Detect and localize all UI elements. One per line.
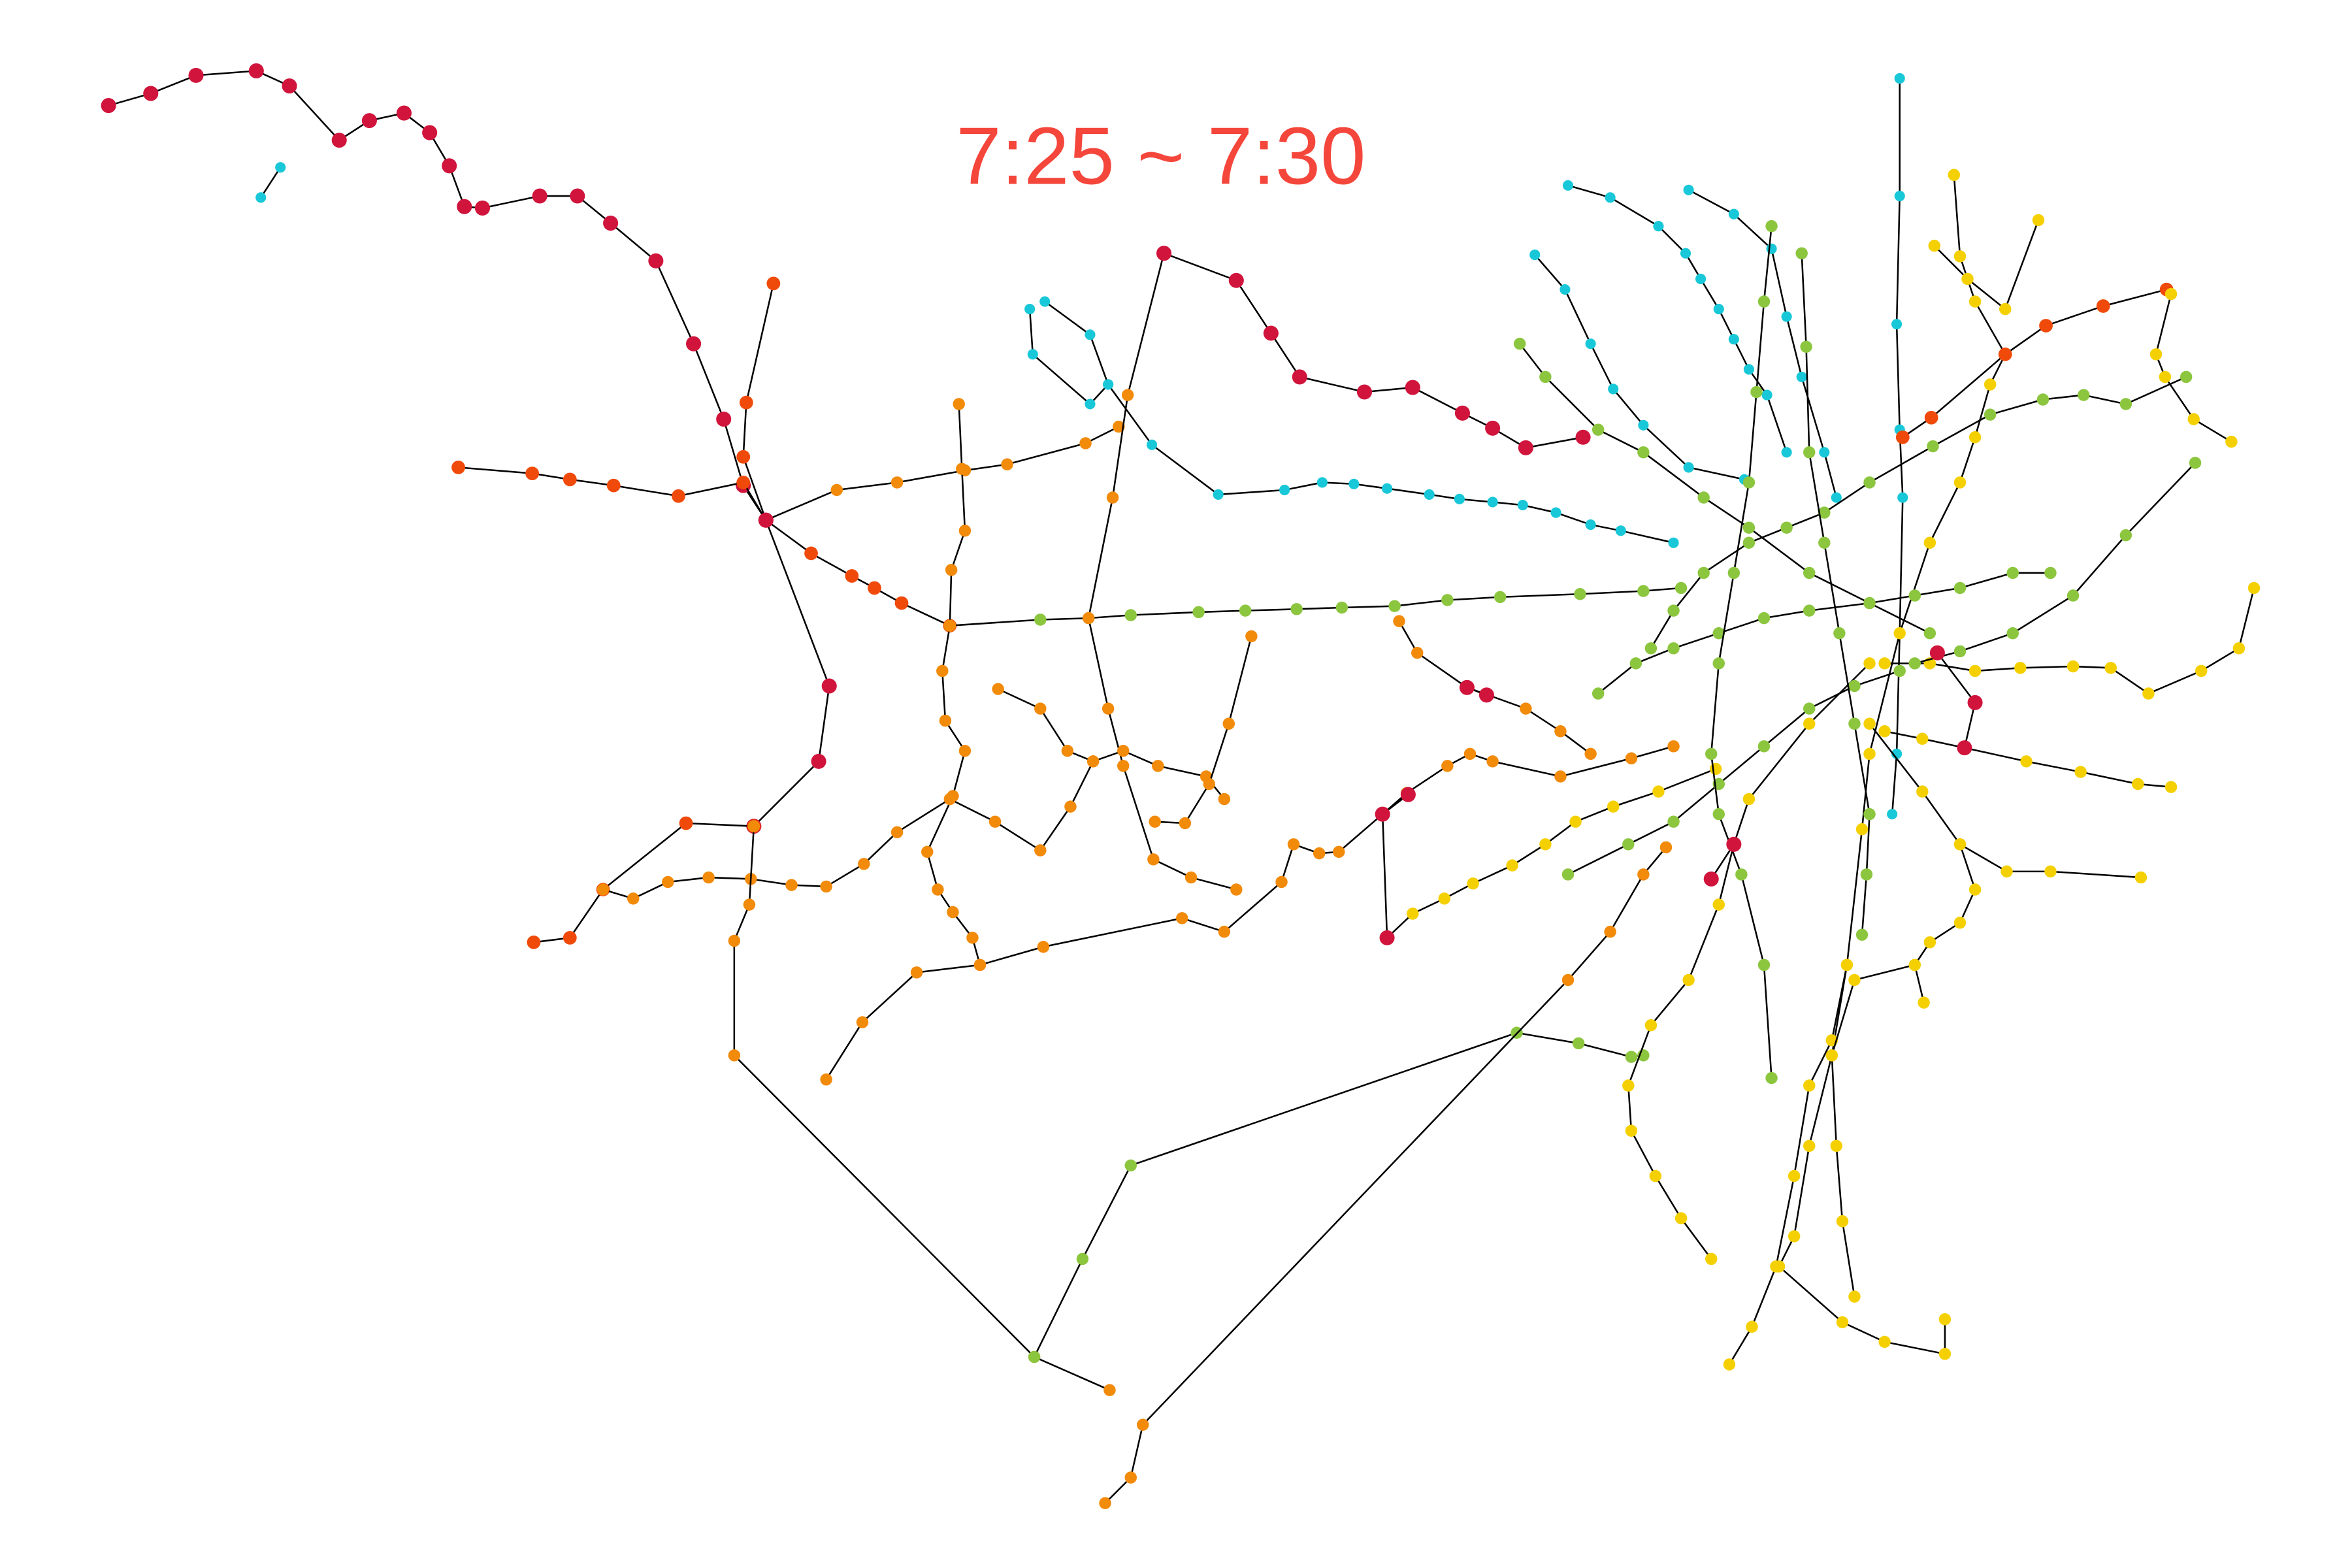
line bbox=[527, 816, 761, 949]
line bbox=[992, 683, 1100, 768]
line bbox=[1929, 645, 1983, 756]
line bbox=[1024, 303, 1679, 548]
line bbox=[596, 744, 1231, 905]
line bbox=[1529, 249, 1750, 485]
line bbox=[1863, 717, 2148, 884]
line bbox=[759, 513, 957, 633]
line bbox=[1705, 220, 1778, 1085]
line bbox=[1772, 169, 2012, 1360]
line bbox=[1795, 247, 1876, 941]
line bbox=[728, 820, 1116, 1396]
line bbox=[1622, 657, 1876, 1266]
line bbox=[820, 740, 1680, 1086]
line bbox=[1380, 762, 1722, 944]
line bbox=[1928, 214, 2045, 316]
line bbox=[101, 63, 774, 528]
line bbox=[1703, 836, 1742, 887]
line bbox=[1644, 370, 2193, 655]
edges bbox=[101, 63, 2261, 1509]
line bbox=[1895, 282, 2174, 444]
line bbox=[921, 619, 987, 972]
line bbox=[1082, 247, 1243, 896]
time-window-title: 7:25 ~ 7:30 bbox=[956, 111, 1365, 202]
line bbox=[1099, 841, 1673, 1509]
line bbox=[1908, 838, 1982, 1009]
line bbox=[1878, 725, 2178, 793]
line bbox=[746, 512, 837, 834]
line bbox=[1592, 566, 2057, 700]
line bbox=[1513, 337, 1936, 640]
line bbox=[1887, 73, 1908, 820]
line bbox=[1149, 630, 1258, 830]
line bbox=[2149, 287, 2238, 448]
line bbox=[943, 581, 1688, 632]
line bbox=[1683, 184, 1842, 503]
line bbox=[1039, 296, 1114, 390]
line bbox=[943, 398, 972, 632]
line bbox=[736, 276, 781, 527]
line bbox=[1028, 1026, 1650, 1364]
line bbox=[255, 162, 286, 203]
line bbox=[1156, 246, 1591, 455]
line bbox=[1825, 958, 1921, 1303]
line bbox=[1723, 958, 1854, 1371]
line bbox=[1393, 615, 1597, 760]
line bbox=[1562, 180, 1792, 458]
line bbox=[451, 461, 773, 527]
line bbox=[1375, 787, 1416, 945]
line bbox=[1908, 457, 2202, 670]
line bbox=[1459, 679, 1494, 703]
line bbox=[1878, 581, 2261, 700]
line bbox=[760, 420, 1125, 527]
